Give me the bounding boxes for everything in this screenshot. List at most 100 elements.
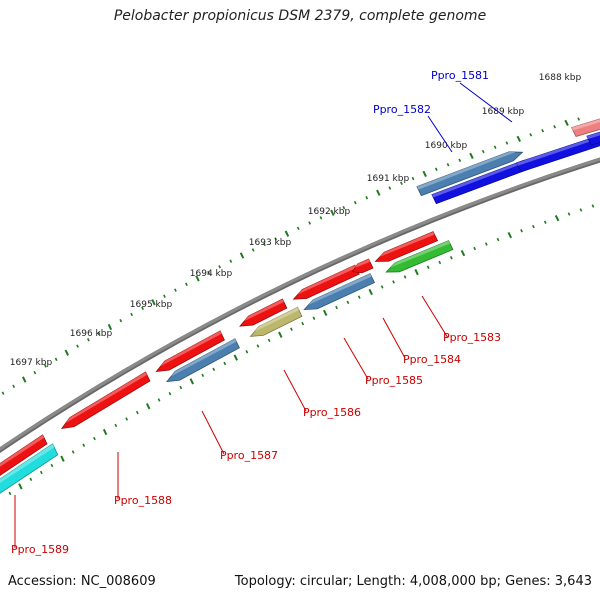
inner-tick — [426, 265, 430, 269]
outer-tick — [553, 125, 557, 129]
inner-tick — [145, 403, 151, 410]
outer-tick — [195, 275, 200, 282]
kbp-label: 1694 kbp — [190, 269, 233, 279]
outer-tick — [376, 189, 381, 196]
inner-tick — [168, 391, 172, 396]
outer-tick — [564, 119, 569, 127]
outer-tick — [229, 259, 233, 263]
gene-label-ppro-1583: Ppro_1583 — [443, 331, 501, 344]
inner-tick — [357, 295, 361, 299]
kbp-label: 1695 kbp — [130, 300, 173, 310]
outer-tick — [529, 133, 533, 137]
outer-tick — [308, 221, 312, 225]
feature-forward-next — [586, 131, 600, 146]
inner-tick — [223, 361, 227, 366]
outer-tick — [493, 145, 497, 149]
inner-tick — [60, 455, 65, 462]
inner-tick — [507, 231, 513, 239]
feature-reverse-ppro-1586-homology — [249, 306, 303, 337]
feature-reverse-ppro-1586 — [239, 298, 288, 327]
inner-tick — [403, 275, 407, 279]
gene-label-ppro-1589: Ppro_1589 — [11, 543, 69, 556]
tick-marks — [1, 117, 595, 496]
outer-tick — [458, 158, 462, 163]
kbp-label: 1689 kbp — [482, 107, 525, 117]
leader-line-ppro-1583 — [421, 295, 449, 339]
gene-label-ppro-1587: Ppro_1587 — [220, 449, 278, 462]
outer-tick — [505, 141, 509, 145]
inner-tick — [484, 242, 488, 246]
inner-tick — [39, 470, 43, 475]
outer-tick — [218, 265, 222, 269]
inner-tick — [245, 350, 249, 354]
inner-tick — [473, 246, 477, 251]
outer-tick — [174, 288, 177, 292]
topology-label: Topology: circular; Length: 4,008,000 bp… — [234, 574, 592, 589]
kbp-label: 1696 kbp — [70, 329, 113, 339]
inner-tick — [157, 398, 161, 402]
backbone-line — [0, 157, 600, 451]
outer-tick — [411, 176, 415, 181]
gene-label-ppro-1585: Ppro_1585 — [365, 374, 423, 387]
feature-reverse-ppro-1587 — [155, 330, 225, 373]
inner-tick — [414, 268, 419, 276]
outer-tick — [86, 338, 90, 342]
kbp-labels: 1688 kbp 1689 kbp 1690 kbp 1691 kbp 1692 kbp… — [10, 73, 582, 368]
inner-tick — [125, 417, 129, 421]
kbp-label: 1693 kbp — [249, 238, 292, 248]
outer-tick — [296, 226, 300, 231]
outer-tick — [577, 117, 581, 121]
leader-line-ppro-1585 — [343, 337, 369, 380]
inner-tick — [29, 477, 33, 482]
inner-tick — [82, 443, 86, 447]
leader-line-ppro-1582 — [427, 115, 453, 153]
map-title: Pelobacter propionicus DSM 2379, complet… — [113, 8, 487, 24]
inner-tick — [267, 338, 271, 343]
outer-tick — [388, 186, 392, 190]
leader-line-ppro-1584 — [382, 317, 406, 359]
gene-label-ppro-1582: Ppro_1582 — [373, 103, 431, 116]
outer-tick — [274, 237, 278, 241]
kbp-label: 1691 kbp — [367, 174, 410, 184]
inner-tick — [591, 204, 595, 208]
inner-tick — [346, 300, 350, 305]
outer-tick — [469, 152, 474, 160]
backbone-line-shadow — [0, 157, 600, 454]
inner-tick — [322, 309, 328, 317]
inner-tick — [71, 450, 75, 454]
outer-tick — [76, 344, 79, 348]
inner-tick — [18, 483, 23, 490]
inner-tick — [438, 260, 442, 265]
inner-tick — [531, 224, 535, 229]
inner-tick — [50, 463, 54, 468]
feature-reverse-ppro-1588 — [60, 371, 151, 430]
inner-tick — [554, 214, 560, 222]
outer-tick — [97, 331, 101, 336]
inner-tick — [290, 327, 293, 331]
outer-tick — [163, 294, 166, 298]
inner-tick — [567, 212, 571, 216]
backbone-layer — [0, 157, 600, 454]
outer-tick — [541, 129, 545, 133]
outer-tick — [33, 370, 37, 375]
inner-tick — [114, 423, 118, 428]
inner-tick — [278, 331, 283, 338]
outer-tick — [44, 364, 47, 368]
gene-label-ppro-1588: Ppro_1588 — [114, 494, 172, 507]
outer-tick — [342, 205, 346, 210]
inner-tick — [301, 321, 305, 326]
inner-tick — [368, 288, 373, 296]
inner-tick — [392, 280, 395, 284]
inner-tick — [8, 491, 12, 496]
inner-tick — [189, 378, 195, 385]
outer-tick — [422, 170, 427, 178]
outer-tick — [151, 299, 156, 306]
feature-forward-ppro-1582-homology — [416, 151, 524, 197]
inner-tick — [93, 436, 96, 441]
outer-tick — [54, 357, 58, 362]
inner-tick — [102, 428, 108, 436]
outer-tick — [1, 391, 5, 395]
outer-tick — [207, 270, 210, 275]
